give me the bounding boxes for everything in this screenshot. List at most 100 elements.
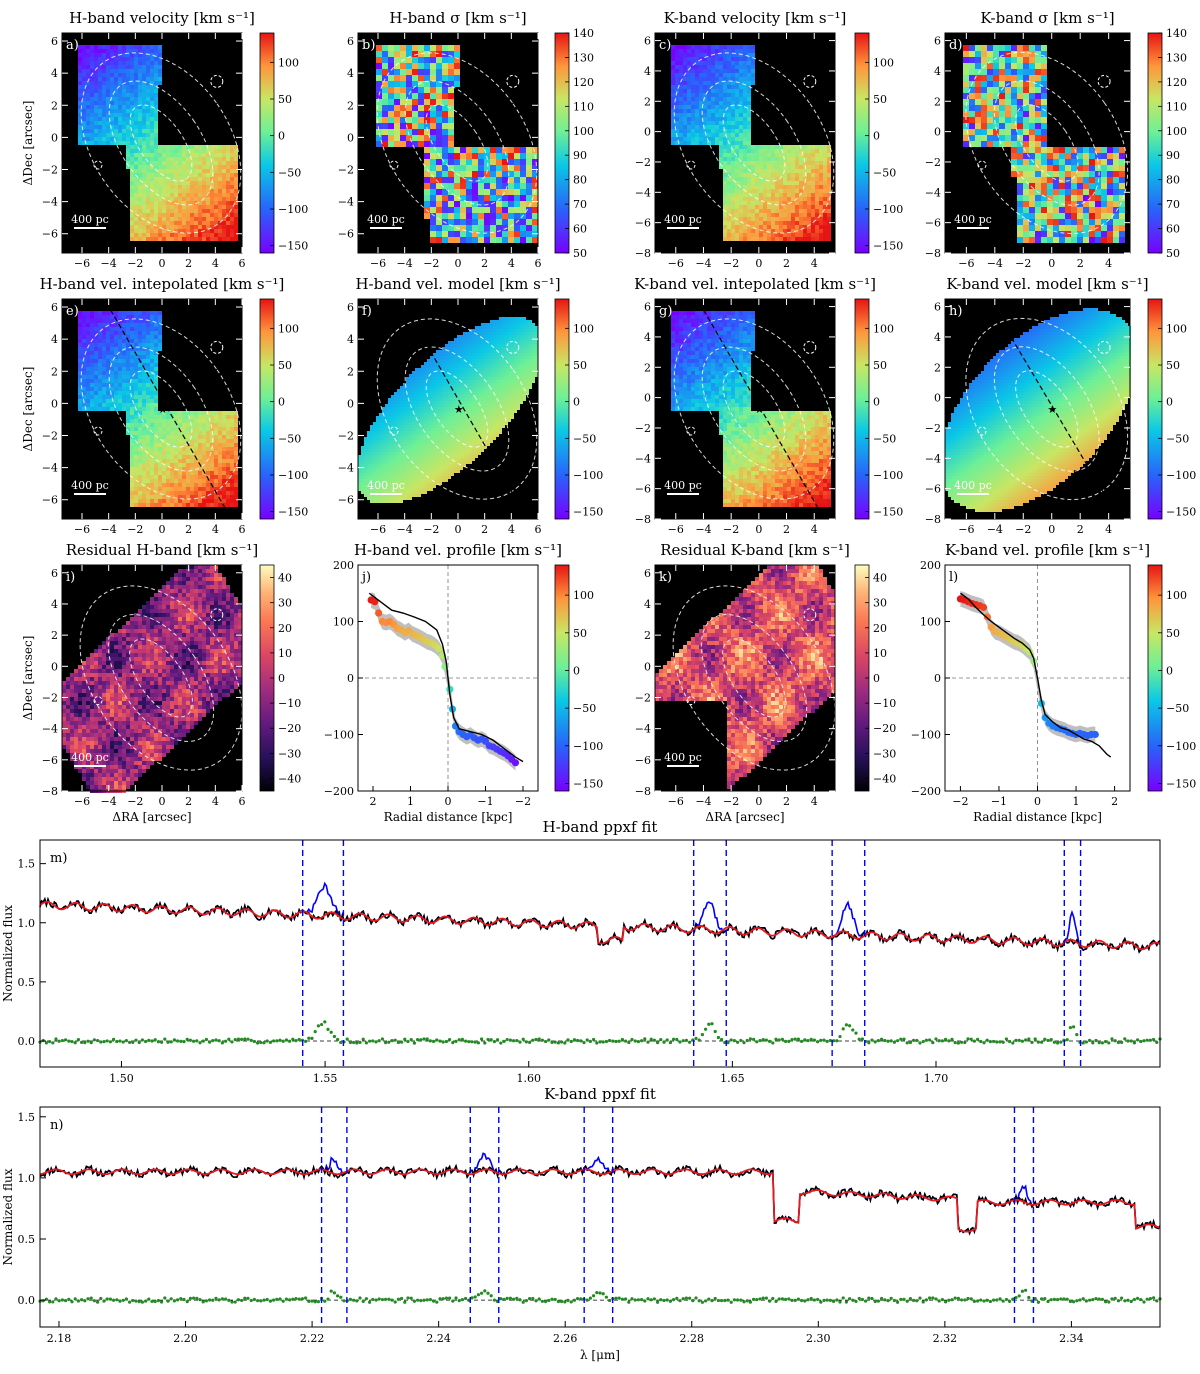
y-axis-label: ΔDec [arcsec] [21, 636, 35, 721]
residual-point [108, 1297, 112, 1301]
residual-point [1062, 1297, 1066, 1301]
residual-point [60, 1038, 64, 1043]
x-tick-label: 2 [1111, 795, 1118, 808]
residual-point [422, 1037, 426, 1041]
residual-point [89, 1296, 93, 1300]
residual-point [457, 1299, 461, 1303]
residual-point [144, 1299, 148, 1303]
colorbar-tick-label: 110 [573, 100, 594, 113]
residual-point [576, 1038, 580, 1043]
residual-point [624, 1297, 628, 1301]
contour-line [803, 608, 817, 622]
residual-point [464, 1296, 468, 1301]
residual-point [1116, 1040, 1120, 1045]
colorbar: −150 −100 −50 0 50 100 [854, 32, 903, 254]
residual-point [768, 1299, 772, 1303]
residual-point [537, 1037, 541, 1041]
residual-point [771, 1041, 775, 1045]
residual-point [764, 1038, 769, 1042]
residual-point [806, 1298, 810, 1302]
x-tick-label: 4 [1105, 523, 1112, 536]
y-tick-label: −4 [635, 452, 651, 465]
residual-point [70, 1039, 74, 1044]
x-tick-label: −2 [127, 523, 143, 536]
residual-point [534, 1299, 538, 1303]
residual-point [137, 1040, 141, 1045]
y-tick-label: 4 [51, 333, 58, 346]
residual-point [585, 1038, 589, 1042]
residual-point [150, 1039, 154, 1043]
residual-point [656, 1300, 660, 1304]
x-tick-label: 1.65 [720, 1072, 745, 1085]
residual-point [86, 1297, 90, 1301]
residual-point [886, 1299, 890, 1303]
residual-point [499, 1297, 503, 1301]
residual-point [937, 1039, 941, 1043]
residual-point [54, 1297, 58, 1301]
residual-point [476, 1293, 480, 1297]
panel-title: H-band vel. model [km s⁻¹] [355, 275, 560, 293]
panel-l: −2 −1 0 1 2 −200 −100 0 100 200 l) K-band vel. prof… [911, 541, 1196, 824]
y-tick-label: −8 [42, 785, 58, 798]
residual-point [614, 1296, 618, 1300]
residual-points [38, 1288, 1162, 1304]
residual-point [857, 1037, 861, 1041]
x-axis-label: Radial distance [kpc] [973, 810, 1102, 824]
contour-line [993, 80, 1100, 206]
residual-point [883, 1298, 887, 1302]
residual-point [358, 1040, 362, 1044]
residual-point [1004, 1037, 1009, 1041]
colorbar-gradient [1147, 564, 1163, 792]
residual-point [611, 1039, 615, 1043]
residual-point [928, 1296, 932, 1300]
x-tick-label: −6 [958, 523, 974, 536]
y-tick-label: −4 [925, 186, 941, 199]
contour-line [425, 370, 489, 448]
contour-line [506, 340, 520, 354]
colorbar-tick-label: −150 [573, 777, 603, 790]
residual-point [1155, 1299, 1159, 1303]
residual-point [163, 1037, 167, 1041]
residual-point [944, 1037, 948, 1041]
residual-point [857, 1296, 861, 1301]
residual-point [681, 1039, 685, 1043]
residual-point [76, 1037, 80, 1042]
residual-point [793, 1037, 797, 1041]
residual-point [115, 1298, 119, 1302]
residual-point [876, 1299, 881, 1303]
residual-point [979, 1039, 983, 1044]
residual-point [902, 1037, 906, 1041]
panel-label: k) [659, 570, 672, 585]
residual-point [166, 1040, 170, 1044]
residual-point [1104, 1300, 1108, 1304]
x-tick-label: −6 [668, 257, 684, 270]
residual-point [128, 1040, 132, 1044]
residual-point [419, 1299, 423, 1303]
residual-point [518, 1040, 522, 1044]
colorbar-tick-label: 100 [1166, 125, 1187, 138]
residual-point [873, 1040, 877, 1044]
residual-point [940, 1039, 945, 1043]
residual-point [662, 1040, 666, 1044]
x-tick-label: 4 [212, 523, 219, 536]
residual-point [1008, 1299, 1012, 1304]
residual-point [1068, 1299, 1072, 1304]
spectrum-data-line [39, 896, 1161, 954]
colorbar-tick-label: −20 [278, 722, 301, 735]
residual-point [912, 1038, 916, 1042]
residual-point [1139, 1298, 1143, 1302]
axes-frame [654, 32, 836, 254]
residual-point [828, 1038, 833, 1043]
colorbar: 50 60 70 80 90 100 110 120 130 140 [554, 27, 594, 260]
residual-point [601, 1292, 605, 1296]
residual-point [371, 1297, 375, 1302]
residual-point [819, 1038, 823, 1042]
residual-point [796, 1297, 801, 1301]
residual-point [547, 1298, 551, 1303]
contour-line [107, 614, 215, 742]
residual-point [656, 1041, 660, 1045]
y-tick-label: 0 [51, 660, 58, 673]
residual-point [140, 1300, 144, 1304]
residual-point [153, 1299, 157, 1304]
residual-point [147, 1038, 151, 1043]
